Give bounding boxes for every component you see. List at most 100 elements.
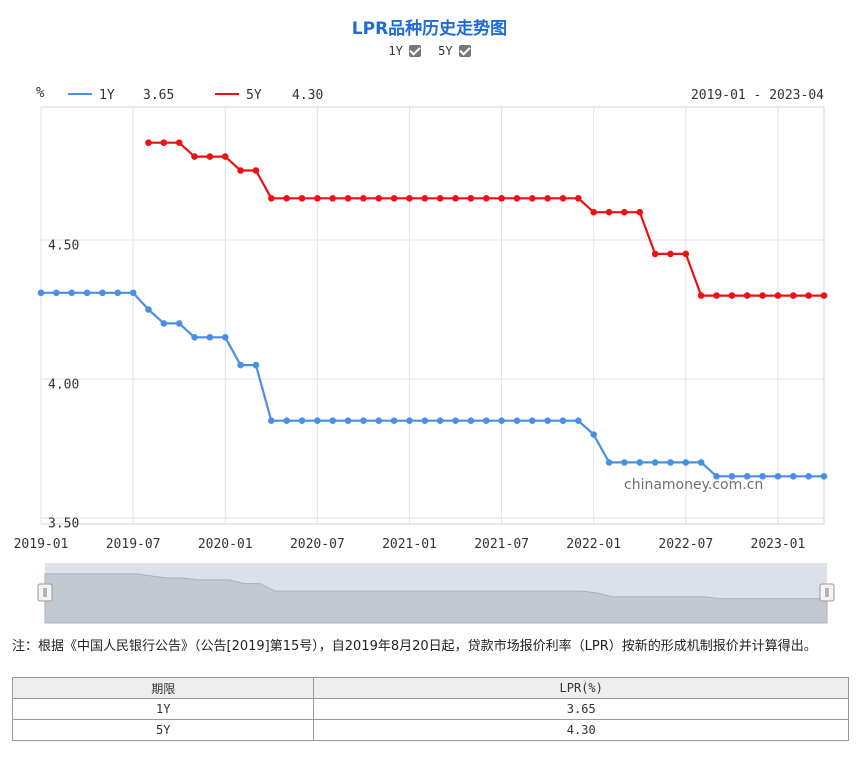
data-point <box>314 195 321 202</box>
data-point <box>559 195 567 202</box>
data-point <box>452 417 459 425</box>
data-point <box>789 292 797 299</box>
data-point <box>651 459 659 466</box>
y-tick-label: 4.50 <box>48 239 79 254</box>
data-point <box>697 459 705 466</box>
y-tick-label: 4.00 <box>48 378 79 393</box>
column-header-lpr: LPR(%) <box>313 677 849 699</box>
data-point <box>513 195 521 202</box>
data-point <box>53 289 60 297</box>
data-point <box>621 459 628 466</box>
data-point <box>406 195 413 202</box>
x-tick-label: 2021-07 <box>474 537 529 552</box>
data-point <box>605 208 613 216</box>
data-point <box>191 334 198 341</box>
toggle-5y-label: 5Y <box>438 44 453 58</box>
data-point <box>820 292 828 299</box>
data-point <box>513 417 521 425</box>
data-point <box>743 473 751 480</box>
legend-1y-name: 1Y <box>99 88 115 103</box>
data-point <box>498 417 505 425</box>
x-axis: 2019-01 2019-07 2020-01 2020-07 2021-01 2021-… <box>14 537 806 552</box>
data-point <box>191 153 198 160</box>
checkbox-1y-icon[interactable] <box>408 45 421 57</box>
data-point <box>528 417 536 425</box>
data-point <box>237 361 244 369</box>
x-tick-label: 2022-07 <box>658 537 713 552</box>
data-point <box>759 292 766 299</box>
data-point <box>621 208 628 216</box>
data-point <box>544 195 551 202</box>
navigator-left-handle[interactable] <box>37 583 53 602</box>
data-point <box>252 361 260 369</box>
x-tick-label: 2020-01 <box>198 537 253 552</box>
legend-5y-name: 5Y <box>246 88 262 103</box>
data-point <box>175 139 183 146</box>
legend-1y-value: 3.65 <box>143 88 174 103</box>
x-tick-label: 2020-07 <box>290 537 345 552</box>
column-header-term: 期限 <box>11 677 315 699</box>
x-tick-label: 2019-07 <box>106 537 161 552</box>
data-point <box>820 473 828 480</box>
data-point <box>83 289 91 297</box>
data-point <box>774 292 782 299</box>
table-row: 1Y 3.65 <box>11 698 849 720</box>
data-point <box>360 417 367 425</box>
x-tick-label: 2022-01 <box>566 537 621 552</box>
data-point <box>667 250 674 258</box>
series-lines <box>37 139 828 480</box>
data-point <box>667 459 674 466</box>
data-point <box>298 417 306 425</box>
legend-5y-value: 4.30 <box>292 88 323 103</box>
watermark-text: chinamoney.com.cn <box>624 477 763 493</box>
y-axis: 3.50 4.00 4.50 <box>48 239 79 532</box>
chart-title: LPR品种历史走势图 <box>351 19 508 39</box>
data-point <box>651 250 659 258</box>
table-cell-rate: 4.30 <box>313 719 849 741</box>
x-tick-label: 2023-01 <box>751 537 806 552</box>
data-point <box>436 417 444 425</box>
data-point <box>390 417 398 425</box>
data-point <box>129 289 137 297</box>
toggle-5y[interactable]: 5Y <box>438 44 471 58</box>
data-point <box>237 167 244 174</box>
data-point <box>713 473 720 480</box>
data-point <box>482 417 490 425</box>
data-point <box>467 195 475 202</box>
data-point <box>390 195 398 202</box>
data-point <box>590 431 598 438</box>
data-point <box>544 417 551 425</box>
data-point <box>68 289 76 297</box>
data-point <box>406 417 413 425</box>
data-point <box>145 139 152 146</box>
lpr-chart: % 1Y 3.65 5Y 4.30 2019-01 - 2023-04 3.50… <box>14 85 835 624</box>
data-point <box>498 195 505 202</box>
data-point <box>728 473 736 480</box>
toggle-1y[interactable]: 1Y <box>388 44 421 58</box>
data-point <box>267 417 275 425</box>
data-point <box>329 195 337 202</box>
checkbox-5y-icon[interactable] <box>458 45 471 57</box>
data-point <box>682 250 690 258</box>
toggle-1y-label: 1Y <box>388 44 403 58</box>
data-point <box>314 417 321 425</box>
series-toggles: 1Y 5Y <box>0 44 859 58</box>
data-point <box>160 139 168 146</box>
data-point <box>682 459 690 466</box>
data-point <box>636 459 644 466</box>
data-point <box>99 289 106 297</box>
data-point <box>452 195 459 202</box>
data-point <box>421 417 429 425</box>
data-point <box>360 195 367 202</box>
data-point <box>575 417 582 425</box>
data-point <box>421 195 429 202</box>
navigator-right-handle[interactable] <box>819 583 835 602</box>
plot-area <box>40 106 825 525</box>
table-cell-term: 5Y <box>11 719 315 741</box>
data-point <box>283 195 290 202</box>
data-point <box>267 195 275 202</box>
data-point <box>605 459 613 466</box>
table-cell-term: 1Y <box>11 698 315 720</box>
data-point <box>636 208 644 216</box>
table-row: 5Y 4.30 <box>11 719 849 741</box>
